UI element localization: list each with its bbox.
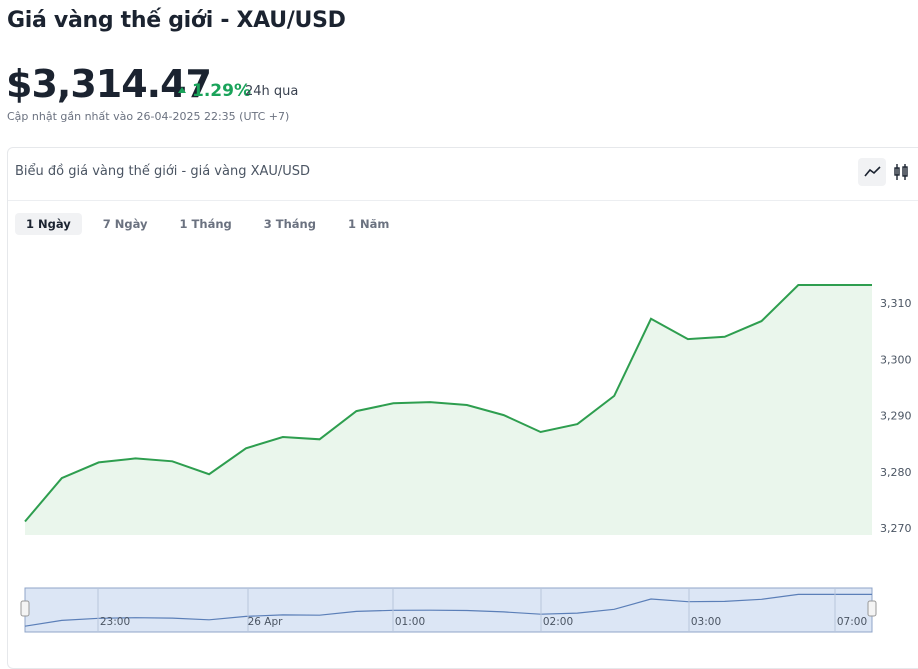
page: Giá vàng thế giới - XAU/USD $3,314.47 1.… bbox=[0, 0, 918, 637]
line-icon bbox=[864, 166, 881, 177]
price-change: 1.29% bbox=[178, 81, 251, 101]
range-tabs: 1 Ngày 7 Ngày 1 Tháng 3 Tháng 1 Năm bbox=[15, 213, 400, 235]
range-tab[interactable]: 1 Tháng bbox=[179, 217, 232, 231]
range-tab[interactable]: 1 Năm bbox=[347, 217, 390, 231]
card-title: Biểu đồ giá vàng thế giới - giá vàng XAU… bbox=[15, 164, 311, 179]
navigator-label: 02:00 bbox=[543, 616, 573, 628]
y-tick-label: 3,280 bbox=[880, 466, 912, 479]
chart-type-toggle bbox=[858, 158, 908, 186]
range-tab[interactable]: 1 Ngày bbox=[15, 213, 82, 235]
navigator-label: 23:00 bbox=[100, 616, 130, 628]
navigator-line bbox=[24, 593, 872, 627]
range-tab[interactable]: 7 Ngày bbox=[102, 217, 148, 231]
navigator-label: 03:00 bbox=[691, 616, 721, 628]
candle-mode-button[interactable] bbox=[894, 164, 908, 180]
range-tab[interactable]: 3 Tháng bbox=[263, 217, 316, 231]
navigator-label: 01:00 bbox=[395, 616, 425, 628]
price-line bbox=[24, 284, 872, 523]
area-fill bbox=[25, 285, 872, 535]
navigator-handle[interactable] bbox=[20, 600, 30, 617]
chart: 3,270 3,280 3,290 3,300 3,310 23:00 26 Apr 01:0… bbox=[20, 284, 912, 633]
change-period: 24h qua bbox=[245, 84, 299, 99]
separator bbox=[8, 200, 918, 201]
page-title: Giá vàng thế giới - XAU/USD bbox=[7, 8, 346, 33]
navigator-handle[interactable] bbox=[867, 600, 877, 617]
navigator-label: 07:00 bbox=[837, 616, 867, 628]
navigator-label: 26 Apr bbox=[248, 616, 284, 628]
y-tick-label: 3,300 bbox=[880, 353, 912, 366]
y-tick-label: 3,290 bbox=[880, 410, 912, 423]
y-tick-label: 3,270 bbox=[880, 522, 912, 535]
y-tick-label: 3,310 bbox=[880, 297, 912, 310]
last-updated: Cập nhật gần nhất vào 26-04-2025 22:35 (… bbox=[7, 110, 290, 123]
